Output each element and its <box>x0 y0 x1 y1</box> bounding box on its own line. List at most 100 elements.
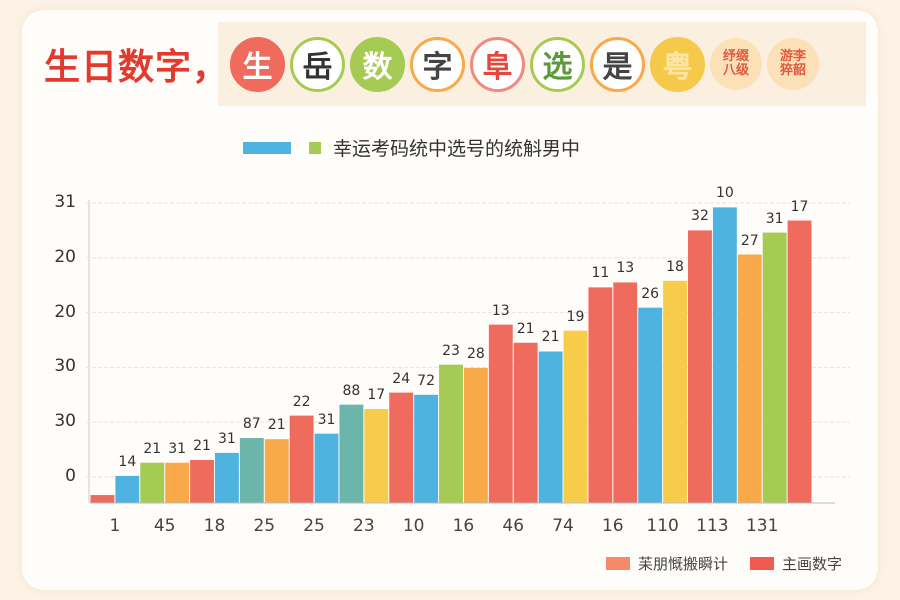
bar-value-label: 17 <box>790 198 809 215</box>
legend-bottom-label-1: 苿朋慨搬瞬计 <box>638 555 729 573</box>
bar <box>140 462 165 503</box>
y-tick-label: 31 <box>54 192 76 212</box>
bar <box>463 367 488 503</box>
legend-bottom-label-2: 主画数字 <box>782 555 843 573</box>
x-tick-label: 110 <box>646 516 679 536</box>
bar <box>513 342 538 503</box>
bar <box>115 475 140 503</box>
bar-value-label: 27 <box>740 232 759 249</box>
bar-value-label: 22 <box>292 393 311 410</box>
bar <box>762 232 787 503</box>
legend-swatch-green <box>309 141 321 154</box>
bar-value-label: 21 <box>267 417 286 434</box>
bar <box>563 330 588 503</box>
bar-value-label: 32 <box>691 208 709 225</box>
bar <box>314 433 339 503</box>
title-badge: 纾缀 八级 <box>710 38 762 90</box>
title-badge: 阜 <box>470 36 525 92</box>
title-badge: 生 <box>230 36 285 92</box>
bar <box>339 404 364 503</box>
bar-value-label: 19 <box>566 308 585 325</box>
title-badge: 是 <box>590 36 645 92</box>
bar-value-label: 72 <box>417 372 435 389</box>
legend-swatch-salmon <box>606 557 630 570</box>
bar <box>264 439 289 503</box>
x-tick-label: 25 <box>303 516 325 536</box>
legend-top: 幸运考码统中选号的统斛男中 <box>243 134 580 161</box>
y-tick-label: 20 <box>54 301 76 322</box>
legend-bottom-item-1: 苿朋慨搬瞬计 <box>606 553 728 574</box>
legend-bottom-item-2: 主画数字 <box>750 553 842 574</box>
x-tick-label: 16 <box>452 516 475 536</box>
legend-swatch-red <box>750 557 774 570</box>
bar <box>414 394 439 503</box>
bar <box>538 351 563 503</box>
bar <box>90 495 115 503</box>
bar <box>737 254 762 503</box>
bar <box>439 364 463 503</box>
bar-value-label: 24 <box>392 370 411 387</box>
bar <box>712 207 737 504</box>
bar-value-label: 21 <box>193 437 211 454</box>
bar-value-label: 87 <box>242 416 261 433</box>
bar-value-label: 17 <box>367 387 386 404</box>
bar-value-label: 13 <box>616 260 635 277</box>
bar-value-label: 23 <box>442 342 460 359</box>
bar-value-label: 31 <box>218 430 236 447</box>
y-tick-label: 30 <box>54 356 76 377</box>
bar <box>488 324 513 503</box>
title-badge: 选 <box>530 36 585 92</box>
title-badge: 数 <box>350 36 405 92</box>
x-tick-label: 74 <box>552 516 574 536</box>
bar <box>289 415 314 503</box>
y-tick-label: 30 <box>54 411 76 432</box>
x-tick-label: 113 <box>696 516 729 536</box>
bar <box>787 220 812 503</box>
bar-value-label: 21 <box>541 329 560 346</box>
bar-value-label: 31 <box>765 210 784 227</box>
y-tick-label: 20 <box>54 246 76 267</box>
bar-value-label: 26 <box>641 285 660 302</box>
bar <box>613 282 638 503</box>
x-tick-label: 45 <box>153 516 176 536</box>
bar-value-label: 18 <box>666 258 684 275</box>
legend-top-label: 幸运考码统中选号的统斛男中 <box>333 138 581 160</box>
bar-value-label: 14 <box>118 453 137 470</box>
x-tick-label: 46 <box>502 516 525 536</box>
bar-value-label: 88 <box>342 382 361 399</box>
x-tick-label: 10 <box>402 516 425 536</box>
title-badge: 粤 <box>650 36 705 92</box>
page-title: 生日数字， <box>44 47 230 88</box>
x-tick-label: 25 <box>253 516 276 536</box>
y-tick-label: 0 <box>65 465 76 486</box>
bar-value-label: 11 <box>591 265 610 282</box>
legend-swatch-blue <box>243 141 291 154</box>
bar <box>214 452 239 503</box>
bar <box>638 307 663 503</box>
x-tick-label: 16 <box>601 516 624 536</box>
bar-value-label: 31 <box>317 411 336 428</box>
bar <box>165 462 190 503</box>
title-banner: 生岳数字阜选是粤纾缀 八级 游李 猝韶 <box>218 22 866 106</box>
bar-value-label: 10 <box>715 185 734 202</box>
bar <box>389 392 414 503</box>
x-tick-label: 18 <box>203 516 226 536</box>
bar <box>663 280 688 503</box>
bar <box>239 438 264 503</box>
bar-value-label: 13 <box>491 302 510 319</box>
bar <box>588 287 613 503</box>
title-badge: 字 <box>410 36 465 92</box>
bar <box>688 230 712 503</box>
bar-value-label: 28 <box>466 345 485 362</box>
bar-value-label: 21 <box>143 440 162 457</box>
x-tick-label: 1 <box>109 516 121 536</box>
title-badge: 岳 <box>290 36 345 92</box>
x-tick-label: 131 <box>745 516 779 536</box>
bar <box>190 459 214 503</box>
bar-value-label: 21 <box>516 320 535 337</box>
bar <box>364 409 389 503</box>
title-badge: 游李 猝韶 <box>767 38 819 90</box>
bar-value-label: 31 <box>168 440 187 457</box>
x-tick-label: 23 <box>353 516 375 536</box>
